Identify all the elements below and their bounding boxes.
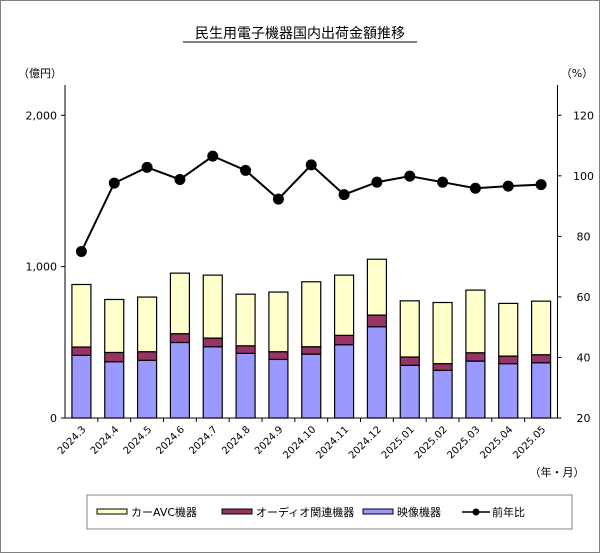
bar-映像機器 (235, 352, 256, 419)
bar-カーAVC機器 (268, 291, 289, 353)
legend-label: オーディオ関連機器 (256, 505, 354, 519)
bar-オーディオ関連機器 (235, 345, 256, 354)
bar-カーAVC機器 (169, 272, 191, 335)
bar-オーディオ関連機器 (169, 333, 191, 344)
legend-label: 映像機器 (397, 505, 441, 519)
bar-オーディオ関連機器 (268, 351, 289, 361)
y2-tick-label: 20 (577, 412, 591, 425)
bar-カーAVC機器 (399, 300, 420, 358)
bar-カーAVC機器 (71, 283, 92, 348)
x-axis-unit: （年・月） (530, 465, 585, 479)
bar-カーAVC機器 (465, 289, 486, 354)
y2-axis-unit: （%） (561, 67, 593, 80)
y-tick-label: 1,000 (26, 261, 58, 274)
bar-オーディオ関連機器 (432, 363, 453, 371)
bar-オーディオ関連機器 (530, 354, 552, 364)
line-point (404, 170, 416, 182)
bar-映像機器 (333, 344, 355, 419)
bar-オーディオ関連機器 (71, 346, 92, 356)
line-point (174, 173, 186, 185)
y2-tick-label: 100 (573, 170, 594, 183)
bar-オーディオ関連機器 (136, 351, 158, 361)
legend-swatch (221, 508, 253, 515)
line-point (108, 177, 120, 189)
bar-オーディオ関連機器 (104, 351, 125, 363)
bar-カーAVC機器 (301, 281, 322, 348)
bar-カーAVC機器 (202, 274, 223, 339)
legend: カーAVC機器 オーディオ関連機器 映像機器 前年比 (86, 494, 573, 530)
bar-映像機器 (104, 361, 125, 419)
bar-オーディオ関連機器 (301, 346, 322, 355)
bar-映像機器 (498, 363, 519, 419)
bar-カーAVC機器 (104, 298, 125, 354)
bar-オーディオ関連機器 (366, 314, 388, 328)
bar-映像機器 (432, 369, 453, 419)
y2-tick-label: 40 (577, 351, 591, 364)
legend-swatch (362, 508, 394, 515)
bar-映像機器 (136, 359, 158, 419)
legend-swatch (96, 508, 128, 515)
bar-カーAVC機器 (530, 300, 552, 356)
y2-tick-label: 60 (577, 291, 591, 304)
bar-オーディオ関連機器 (465, 352, 486, 362)
line-point (535, 179, 547, 191)
bar-オーディオ関連機器 (202, 337, 223, 348)
bar-オーディオ関連機器 (498, 355, 519, 365)
y2-tick-label: 80 (577, 230, 591, 243)
y-tick-label: 0 (50, 412, 57, 425)
legend-label: カーAVC機器 (131, 505, 197, 519)
bar-カーAVC機器 (366, 258, 388, 316)
bar-映像機器 (71, 354, 92, 419)
legend-box (86, 494, 573, 530)
bar-映像機器 (530, 362, 552, 419)
line-point (469, 182, 481, 194)
y2-tick-label: 120 (573, 109, 594, 122)
line-point (305, 159, 317, 171)
bar-カーAVC機器 (136, 296, 158, 353)
bar-オーディオ関連機器 (399, 356, 420, 366)
bar-映像機器 (169, 341, 191, 419)
bar-カーAVC機器 (498, 302, 519, 357)
line-point (240, 164, 252, 176)
bar-映像機器 (465, 360, 486, 419)
bar-映像機器 (399, 364, 420, 419)
line-point (272, 193, 284, 205)
line-point (75, 246, 87, 257)
line-point (502, 180, 514, 192)
bar-映像機器 (268, 358, 289, 419)
bar-カーAVC機器 (432, 301, 453, 365)
line-point (371, 176, 383, 188)
legend-marker (472, 508, 480, 516)
line-point (207, 150, 219, 162)
bar-映像機器 (202, 346, 223, 419)
chart-title: 民生用電子機器国内出荷金額推移 (195, 26, 405, 42)
line-point (338, 189, 350, 201)
legend-label: 前年比 (492, 505, 525, 519)
line-point (141, 161, 153, 173)
y-tick-label: 2,000 (26, 109, 58, 122)
bar-カーAVC機器 (333, 274, 355, 336)
bar-オーディオ関連機器 (333, 334, 355, 346)
line-point (437, 176, 449, 188)
bar-映像機器 (301, 353, 322, 419)
y-axis-unit: （億円） (18, 67, 62, 80)
bar-カーAVC機器 (235, 293, 256, 347)
bar-映像機器 (366, 326, 388, 419)
